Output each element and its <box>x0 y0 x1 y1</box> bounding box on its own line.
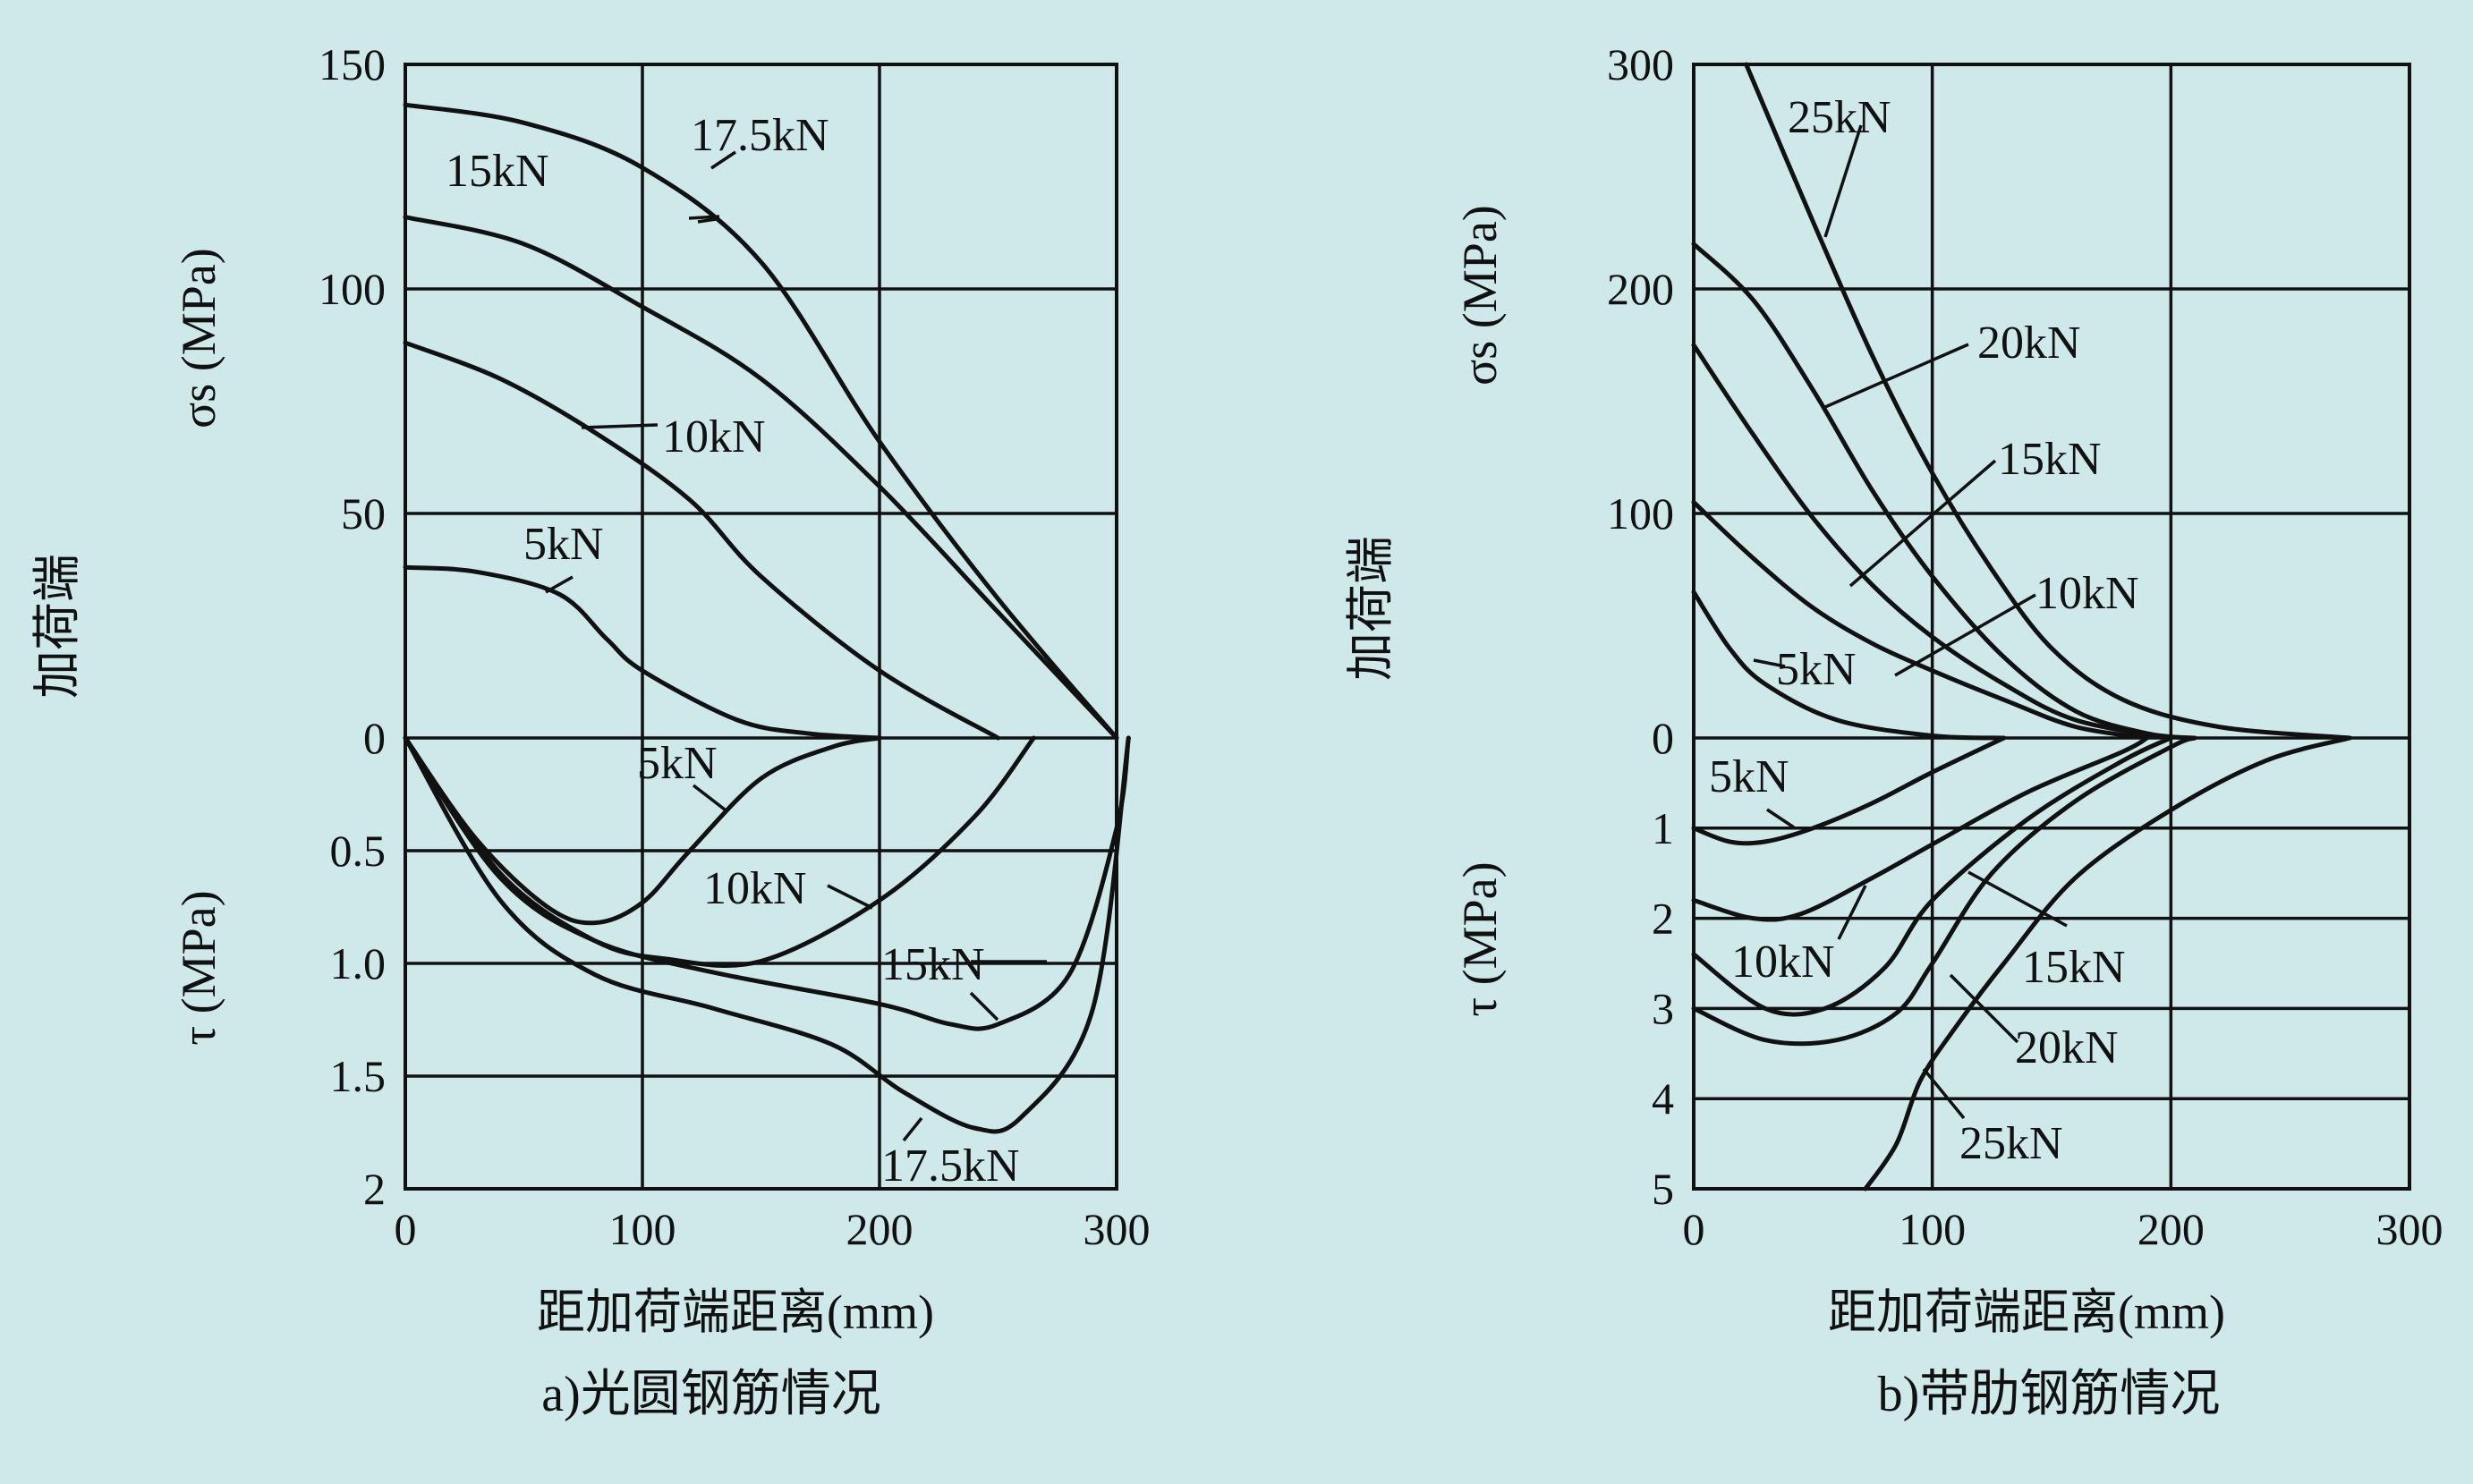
leader <box>545 575 574 594</box>
panel-a-frame <box>404 63 1118 1191</box>
panel-a: 0 100 200 300 0 50 100 150 0.5 1.0 1.5 2 17.5kN 15k… <box>30 39 1151 1422</box>
sigma-tick-label: 200 <box>1607 264 1674 314</box>
leader <box>581 423 659 429</box>
label-b-sigma-5kN: 5kN <box>1776 644 1857 695</box>
tau-tick-label: 4 <box>1652 1073 1674 1124</box>
tau-label-b: τ (MPa) <box>1453 861 1507 1016</box>
x-tick-label: 100 <box>1899 1204 1966 1254</box>
tau-curve-5kN <box>403 735 882 926</box>
sigma-tick-label: 100 <box>319 264 386 314</box>
sigma-curve-15kN <box>1691 343 2173 741</box>
sigma-tick-label: 50 <box>341 488 386 538</box>
tau-label-a: τ (MPa) <box>172 890 225 1045</box>
leader <box>1848 459 1997 588</box>
x-tick-label: 0 <box>1683 1204 1705 1254</box>
side-label-b: 加荷端 <box>1344 536 1398 681</box>
sigma-label-a: σs (MPa) <box>172 248 225 428</box>
label-a-sigma-15kN: 15kN <box>446 146 549 197</box>
leader <box>1766 808 1795 829</box>
tau-tick-label: 1.0 <box>330 938 387 988</box>
label-a-sigma-10kN: 10kN <box>662 411 766 462</box>
leader <box>1967 870 2068 928</box>
x-tick-label: 300 <box>2376 1204 2443 1254</box>
sigma-tick-label: 0 <box>1652 713 1674 763</box>
tau-tick-label: 1.5 <box>330 1051 387 1101</box>
leader <box>697 217 717 224</box>
sigma-curve-5kN <box>403 564 882 741</box>
leader <box>692 784 727 811</box>
panel-b: 0 100 200 300 0 100 200 300 1 2 3 4 5 25kN 20kN 15kN… <box>1344 39 2443 1422</box>
sigma-label-b: σs (MPa) <box>1453 205 1507 386</box>
leader <box>710 150 736 170</box>
x-label-b: 距加荷端距离(mm) <box>1828 1285 2225 1339</box>
x-tick-label: 0 <box>395 1204 417 1254</box>
label-a-tau-5kN: 5kN <box>637 738 718 789</box>
leader <box>1949 973 2019 1044</box>
label-b-sigma-15kN: 15kN <box>1998 434 2102 485</box>
tau-tick-label: 1 <box>1652 803 1674 853</box>
label-b-sigma-20kN: 20kN <box>1977 318 2081 369</box>
tau-tick-label: 5 <box>1652 1164 1674 1214</box>
sigma-curve-15kN <box>403 215 1119 741</box>
leader <box>1753 658 1786 668</box>
leader <box>969 991 999 1022</box>
sigma-tick-label: 0 <box>363 713 386 763</box>
sigma-tick-label: 300 <box>1607 39 1674 89</box>
sigma-curve-17.5kN <box>403 102 1119 741</box>
sigma-tick-label: 100 <box>1607 488 1674 538</box>
label-a-tau-15kN: 15kN <box>881 939 985 990</box>
sigma-curve-10kN <box>1691 500 2150 741</box>
sigma-curve-20kN <box>1691 242 2197 741</box>
tau-curve-25kN <box>1863 735 2352 1191</box>
tau-curve-10kN <box>1691 735 2150 922</box>
sigma-curve-10kN <box>403 340 1000 741</box>
leader <box>1922 1067 1966 1120</box>
tau-curve-20kN <box>1691 735 2197 1047</box>
leader <box>902 1116 923 1142</box>
tau-curve-17.5kN <box>403 735 1131 1134</box>
sigma-curve-25kN <box>1744 62 2352 741</box>
panel-b-frame <box>1692 63 2411 1191</box>
caption-a: a)光圆钢筋情况 <box>541 1367 881 1422</box>
leader <box>1837 885 1867 940</box>
label-a-sigma-5kN: 5kN <box>523 519 604 570</box>
x-tick-label: 200 <box>846 1204 914 1254</box>
x-tick-label: 300 <box>1084 1204 1151 1254</box>
label-b-sigma-25kN: 25kN <box>1788 92 1891 143</box>
tau-curve-5kN <box>1691 735 2007 846</box>
tau-tick-label: 0.5 <box>330 826 387 876</box>
label-a-tau-17.5kN: 17.5kN <box>881 1141 1020 1191</box>
x-label-a: 距加荷端距离(mm) <box>537 1285 934 1339</box>
tau-curve-15kN <box>1691 735 2173 1017</box>
label-a-sigma-17.5kN: 17.5kN <box>691 110 829 161</box>
x-tick-label: 200 <box>2137 1204 2205 1254</box>
caption-b: b)带肋钢筋情况 <box>1878 1367 2221 1422</box>
side-label-a: 加荷端 <box>30 554 84 699</box>
label-b-tau-15kN: 15kN <box>2022 942 2126 993</box>
tau-tick-label: 3 <box>1652 983 1674 1033</box>
leader <box>1894 593 2036 677</box>
tau-tick-label: 2 <box>363 1164 386 1214</box>
tau-curve-15kN <box>403 735 1131 1031</box>
leader <box>827 884 873 910</box>
label-a-tau-10kN: 10kN <box>703 863 807 914</box>
label-b-sigma-10kN: 10kN <box>2035 568 2139 619</box>
leader <box>688 215 720 220</box>
tau-tick-label: 2 <box>1652 894 1674 944</box>
label-b-tau-5kN: 5kN <box>1709 751 1789 802</box>
x-tick-label: 100 <box>609 1204 676 1254</box>
label-b-tau-10kN: 10kN <box>1731 937 1835 988</box>
leader <box>1824 343 1969 409</box>
label-b-tau-25kN: 25kN <box>1959 1118 2063 1169</box>
tau-curve-10kN <box>403 735 1036 968</box>
label-b-tau-20kN: 20kN <box>2015 1022 2119 1073</box>
sigma-tick-label: 150 <box>319 39 386 89</box>
sigma-curve-5kN <box>1691 589 2007 741</box>
leader <box>1823 124 1863 238</box>
